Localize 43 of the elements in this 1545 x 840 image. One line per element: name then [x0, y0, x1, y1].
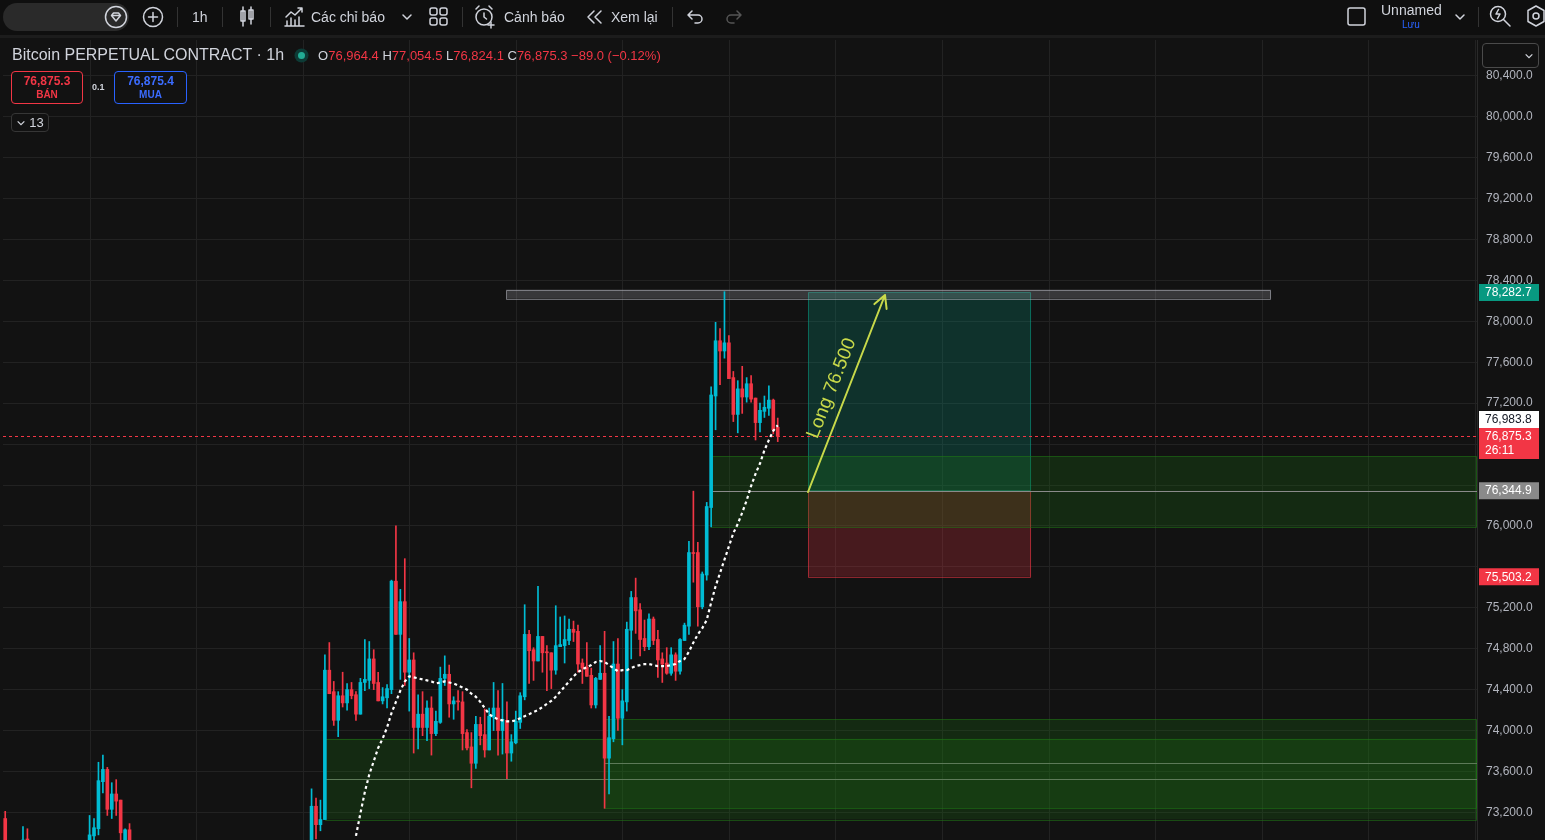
candlestick	[407, 638, 412, 712]
y-tick-label: 74,400.0	[1486, 681, 1534, 696]
annotation: BÁN	[36, 87, 58, 101]
dropdown-button: 13	[11, 113, 49, 132]
y-tick-label: 77,200.0	[1486, 395, 1534, 410]
y-tick-label: 79,200.0	[1486, 190, 1534, 205]
sell-button: 76,875.3 BÁN	[11, 71, 83, 104]
candlestick	[416, 694, 420, 750]
y-tick-label: 74,000.0	[1486, 722, 1534, 737]
annotation: 13	[29, 115, 44, 130]
annotation: MUA	[139, 87, 162, 101]
y-tick-label: 78,000.0	[1486, 313, 1534, 328]
y-tick-label: 73,600.0	[1486, 763, 1534, 778]
y-tick-label: 80,000.0	[1486, 109, 1534, 124]
y-tick-label: 80,400.0	[1486, 68, 1534, 83]
text: Lưu	[1402, 19, 1420, 30]
text: 75,503.2	[1485, 569, 1533, 584]
annotation: 76,875.4	[127, 73, 174, 88]
candlestick	[740, 366, 745, 414]
text: Các chỉ báo	[311, 8, 385, 26]
y-tick-label: 73,200.0	[1486, 804, 1534, 819]
y-tick-label: 75,200.0	[1486, 600, 1534, 615]
text: O76,964.4 H77,054.5 L76,824.1 C76,875.3 −89.0 (−0.12%)	[318, 47, 661, 63]
annotation: 0.1	[92, 82, 105, 93]
y-tick-label: 77,600.0	[1486, 354, 1534, 369]
ref-line-label: 76,344.9	[1485, 483, 1533, 498]
candlestick	[718, 328, 722, 386]
text: Xem lại	[611, 8, 658, 26]
annotation: 76,875.3	[23, 73, 71, 88]
annotation: Long 76.500	[801, 334, 861, 442]
y-tick-label: 76,000.0	[1486, 518, 1534, 533]
y-tick-label: 78,800.0	[1486, 231, 1534, 246]
text: Cảnh báo	[504, 8, 565, 26]
buy-button: 76,875.4 MUA	[114, 71, 187, 104]
text: Unnamed	[1381, 2, 1442, 19]
chart-title: Bitcoin PERPETUAL CONTRACT · 1h	[12, 46, 285, 64]
y-tick-label: 74,800.0	[1486, 641, 1534, 656]
text: 1h	[192, 8, 208, 26]
ref-line-label: 76,875.3 26:11	[1485, 429, 1533, 458]
text: 78,282.7	[1485, 285, 1533, 300]
y-tick-label: 79,600.0	[1486, 149, 1534, 164]
y-tick-label: 78,400.0	[1486, 272, 1534, 287]
text: 76,983.8	[1485, 412, 1533, 427]
